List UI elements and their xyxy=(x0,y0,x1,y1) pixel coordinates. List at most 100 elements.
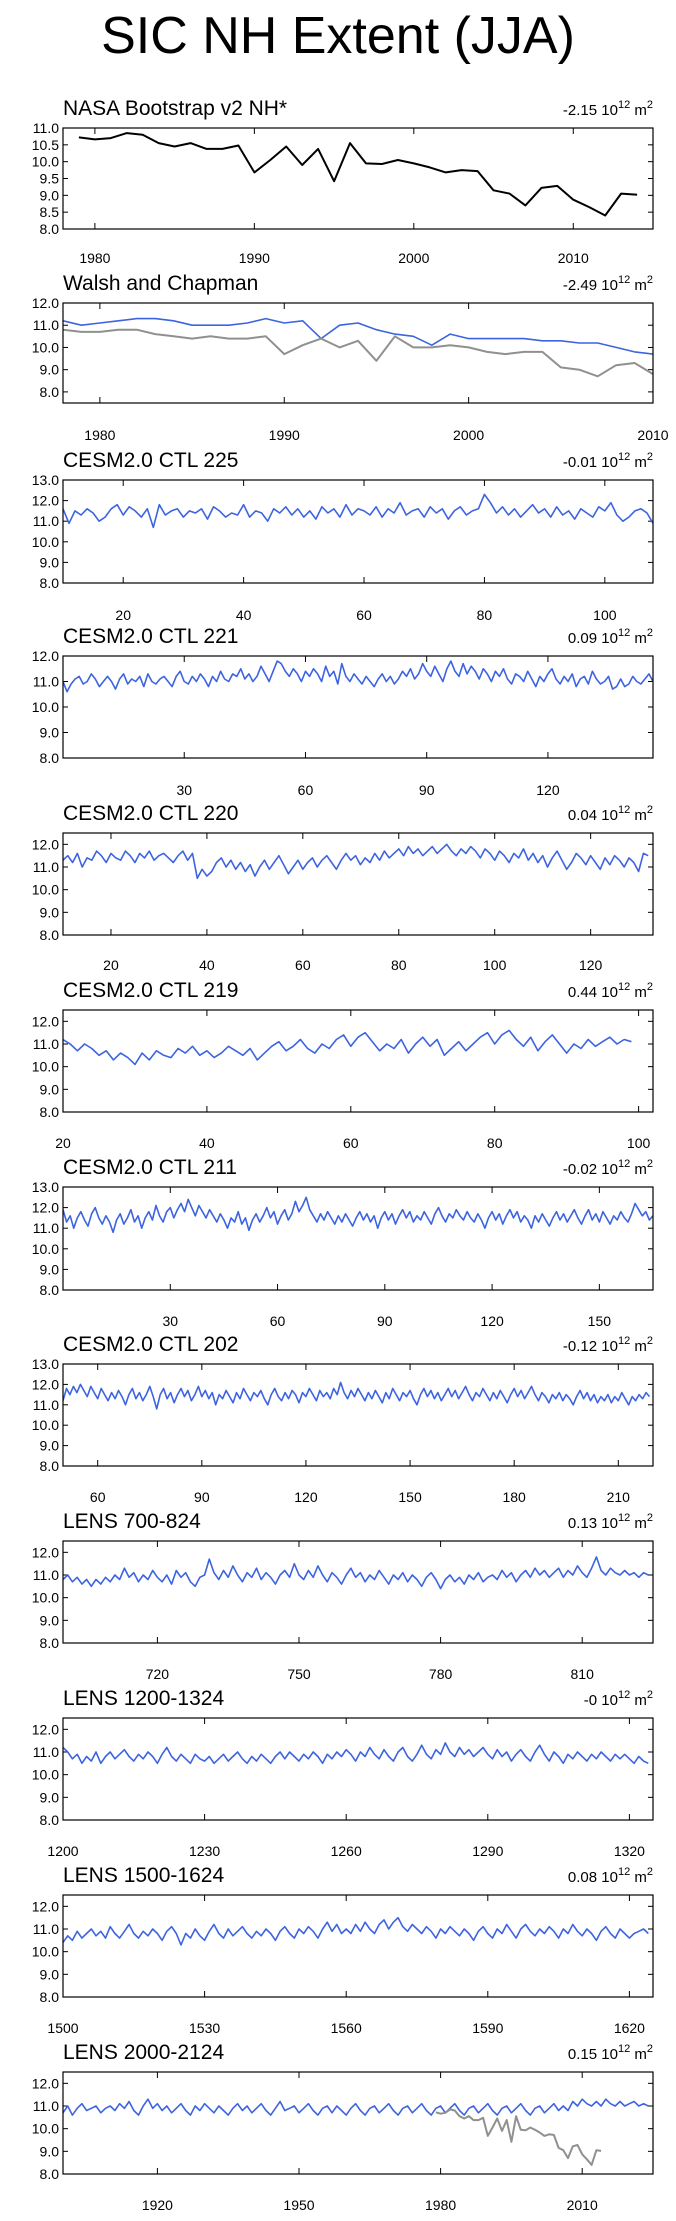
x-tick-label: 90 xyxy=(419,782,435,798)
trend-exponent: 12 xyxy=(618,1689,630,1701)
y-tick-label: 10.0 xyxy=(32,534,59,550)
trend-value: 0.08 10 xyxy=(568,1869,618,1886)
y-tick-label: 12.0 xyxy=(32,836,59,852)
panel-title: CESM2.0 CTL 219 xyxy=(63,979,238,1002)
chart-panel-2: Walsh and Chapman -2.49 1012 m2 8.0 9.0 10.0… xyxy=(32,272,669,443)
y-tick-label: 8.0 xyxy=(40,1458,60,1474)
y-tick-label: 9.0 xyxy=(40,904,60,920)
trend-unit: m xyxy=(630,1515,647,1532)
trend-value: -0.01 10 xyxy=(563,454,618,471)
y-tick-label: 11.0 xyxy=(33,2098,59,2114)
x-tick-label: 60 xyxy=(298,782,314,798)
trend-unit-exponent: 2 xyxy=(647,627,653,639)
trend-unit-exponent: 2 xyxy=(647,1689,653,1701)
trend-unit: m xyxy=(630,2046,647,2063)
y-tick-label: 12.0 xyxy=(32,1376,59,1392)
y-tick-label: 10.0 xyxy=(32,2121,59,2137)
chart-panel-12: LENS 2000-2124 0.15 1012 m2 8.0 9.0 10.0 11.0… xyxy=(32,2041,654,2213)
chart-panel-1: NASA Bootstrap v2 NH* -2.15 1012 m2 8.08.5… xyxy=(32,97,654,266)
y-tick-label: 8.0 xyxy=(40,927,60,943)
y-tick-label: 12.0 xyxy=(32,1200,59,1216)
y-tick-label: 11.0 xyxy=(33,859,59,875)
y-tick-label: 9.0 xyxy=(40,1438,60,1454)
series-line-model xyxy=(63,493,653,529)
panel-title: CESM2.0 CTL 220 xyxy=(63,802,238,825)
x-tick-label: 1290 xyxy=(472,1843,503,1859)
trend-unit-exponent: 2 xyxy=(647,1335,653,1347)
x-tick-label: 780 xyxy=(429,1666,453,1682)
x-tick-label: 1560 xyxy=(331,2020,362,2036)
y-tick-label: 8.5 xyxy=(40,204,60,220)
plot-frame xyxy=(62,1717,654,1821)
x-tick-label: 210 xyxy=(607,1489,631,1505)
plot-frame xyxy=(62,1894,654,1998)
x-tick-label: 1950 xyxy=(283,2197,314,2213)
series-line-model xyxy=(63,2098,649,2116)
trend-label: 0.04 1012 m2 xyxy=(568,804,653,824)
y-tick-label: 10.5 xyxy=(32,137,59,153)
plot-frame xyxy=(62,1009,654,1113)
trend-exponent: 12 xyxy=(618,1866,630,1878)
x-tick-label: 1990 xyxy=(239,250,270,266)
x-tick-label: 2010 xyxy=(567,2197,598,2213)
y-tick-label: 13.0 xyxy=(32,1179,59,1195)
y-tick-label: 13.0 xyxy=(32,1356,59,1372)
y-tick-label: 9.0 xyxy=(40,1789,60,1805)
x-tick-label: 1500 xyxy=(47,2020,78,2036)
x-tick-label: 1920 xyxy=(142,2197,173,2213)
x-tick-label: 2010 xyxy=(637,427,668,443)
trend-unit: m xyxy=(630,984,647,1001)
trend-exponent: 12 xyxy=(618,627,630,639)
series-line-model xyxy=(63,1556,649,1590)
trend-unit: m xyxy=(630,277,647,294)
panel-title: Walsh and Chapman xyxy=(63,272,258,295)
trend-unit: m xyxy=(630,1692,647,1709)
trend-label: -0.12 1012 m2 xyxy=(563,1335,653,1355)
trend-label: 0.44 1012 m2 xyxy=(568,981,653,1001)
trend-exponent: 12 xyxy=(618,981,630,993)
series-line-obs xyxy=(78,132,638,217)
plot-frame xyxy=(62,479,654,584)
trend-unit-exponent: 2 xyxy=(647,1158,653,1170)
trend-exponent: 12 xyxy=(618,1335,630,1347)
trend-unit-exponent: 2 xyxy=(647,2043,653,2055)
y-tick-label: 10.0 xyxy=(32,339,59,355)
y-tick-label: 8.0 xyxy=(40,384,60,400)
y-tick-label: 11.0 xyxy=(33,1220,59,1236)
panel-title: CESM2.0 CTL 211 xyxy=(63,1156,237,1179)
y-tick-label: 8.0 xyxy=(40,1635,60,1651)
trend-exponent: 12 xyxy=(618,1512,630,1524)
y-tick-label: 8.0 xyxy=(40,1812,60,1828)
y-tick-label: 12.0 xyxy=(32,493,59,509)
panel-title: LENS 1500-1624 xyxy=(63,1864,224,1887)
plot-frame xyxy=(62,302,654,404)
plot-frame xyxy=(62,655,654,759)
series-line-model xyxy=(63,660,653,693)
y-tick-label: 12.0 xyxy=(32,1898,59,1914)
trend-value: 0.15 10 xyxy=(568,2046,618,2063)
y-tick-label: 8.0 xyxy=(40,1989,60,2005)
trend-label: -0 1012 m2 xyxy=(584,1689,653,1709)
trend-label: 0.15 1012 m2 xyxy=(568,2043,653,2063)
trend-exponent: 12 xyxy=(618,2043,630,2055)
chart-panel-11: LENS 1500-1624 0.08 1012 m2 8.0 9.0 10.0 11.0… xyxy=(32,1864,654,2036)
trend-label: -0.02 1012 m2 xyxy=(563,1158,653,1178)
x-tick-label: 30 xyxy=(162,1313,178,1329)
x-tick-label: 1980 xyxy=(425,2197,456,2213)
x-tick-label: 150 xyxy=(398,1489,422,1505)
y-tick-label: 9.0 xyxy=(40,1261,60,1277)
y-tick-label: 10.0 xyxy=(32,1767,59,1783)
x-tick-label: 1530 xyxy=(189,2020,220,2036)
y-tick-label: 10.0 xyxy=(32,882,59,898)
x-tick-label: 1320 xyxy=(614,1843,645,1859)
plot-frame xyxy=(62,1540,654,1644)
x-tick-label: 20 xyxy=(103,957,119,973)
series-line-obs-walsh xyxy=(63,317,653,356)
series-line-model xyxy=(63,1381,651,1410)
trend-exponent: 12 xyxy=(618,274,630,286)
trend-value: -2.49 10 xyxy=(563,277,618,294)
x-tick-label: 120 xyxy=(294,1489,318,1505)
y-tick-label: 11.0 xyxy=(33,120,59,136)
x-tick-label: 40 xyxy=(199,957,215,973)
